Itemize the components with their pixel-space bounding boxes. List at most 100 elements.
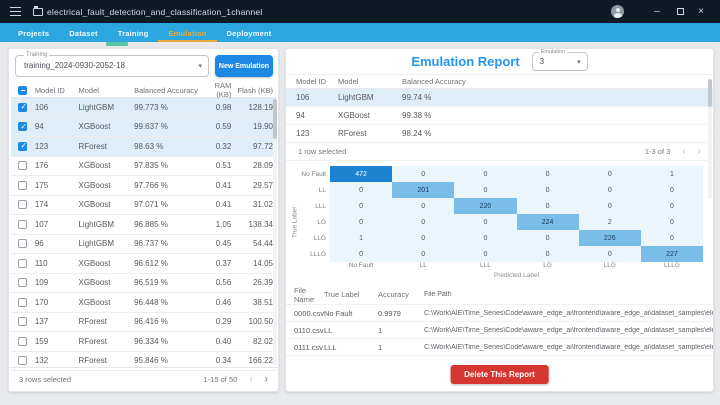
matrix-cell: 0 [392,198,455,214]
window-title: electrical_fault_detection_and_classific… [47,6,263,17]
tabbar: Projects Dataset Training Emulation Depl… [0,23,720,42]
chevron-down-icon: ▾ [577,59,581,66]
table-row[interactable]: 109 XGBoost 96.519 % 0.56 26.39 [11,274,276,293]
row-checkbox[interactable] [18,278,28,288]
table-row[interactable]: 159 RForest 96.334 % 0.40 82.02 [11,332,276,352]
tab-emulation[interactable]: Emulation [158,23,217,42]
training-select-label: Training [24,52,50,58]
header-flash: Flash (KB) [237,85,273,95]
report-table-footer: 1 row selected 1-3 of 3 ‹ › [286,143,713,161]
models-table: Model ID Model Balanced Accuracy RAM (KB… [11,81,276,371]
x-tick-label: No Fault [348,262,374,269]
emulation-select[interactable]: Emulation 3 ▾ [531,49,588,71]
matrix-cell: 1 [640,166,704,182]
matrix-cell: 0 [578,182,641,198]
matrix-cell: 0 [392,246,455,262]
training-select[interactable]: Training training_2024-0930-2052-18 ▾ [15,52,209,77]
emulation-report-panel: Emulation Report Emulation 3 ▾ Model ID … [285,48,714,392]
row-checkbox[interactable] [18,102,28,112]
row-checkbox[interactable] [18,239,28,249]
table-row[interactable]: 107 LightGBM 96.885 % 1.05 138.34 [11,215,276,235]
vertical-scrollbar[interactable] [273,99,277,365]
close-button[interactable]: × [698,6,704,17]
table-row[interactable]: 0000.csv No Fault 0.9979 C:\Work\AIE\Time_S… [286,305,713,322]
tab-projects[interactable]: Projects [18,29,50,38]
row-checkbox[interactable] [18,356,28,366]
matrix-cell: 0 [516,246,579,262]
row-checkbox[interactable] [18,219,28,229]
y-tick-label: LG [317,218,326,226]
table-row[interactable]: 96 LightGBM 96.737 % 0.45 54.44 [11,235,276,254]
minimize-button[interactable]: – [654,6,660,17]
row-checkbox[interactable] [18,180,28,190]
table-row[interactable]: 106 LightGBM 99.74 % [286,89,713,107]
select-all-checkbox[interactable] [18,85,28,95]
emulation-select-value: 3 [539,57,545,66]
maximize-button[interactable] [677,7,684,15]
active-tab-indicator [106,42,128,46]
pagination-range: 1-15 of 50 [203,375,238,384]
table-row[interactable]: 0110.csv LL 1 C:\Work\AIE\Time_Series\Code\… [286,322,713,339]
scrollbar-thumb[interactable] [273,99,277,139]
new-emulation-button[interactable]: New Emulation [215,55,273,77]
matrix-cell: 227 [640,246,704,262]
vertical-scrollbar[interactable] [708,79,712,199]
table-row[interactable]: 0111.csv LLL 1 C:\Work\AIE\Time_Series\Code… [286,339,713,356]
matrix-cell: 0 [454,182,517,198]
y-tick-label: LLLG [310,250,326,258]
tab-deployment[interactable]: Deployment [226,29,272,38]
row-checkbox[interactable] [18,141,28,151]
matrix-cell: 224 [516,214,579,230]
table-row[interactable]: 137 RForest 96.416 % 0.29 100.50 [11,313,276,332]
table-row[interactable]: 123 RForest 98.24 % [286,125,713,143]
chevron-right-icon[interactable]: › [697,145,701,157]
tab-dataset[interactable]: Dataset [69,29,98,38]
row-checkbox[interactable] [18,122,28,132]
header-balanced-accuracy: Balanced Accuracy [134,85,198,95]
chevron-left-icon[interactable]: ‹ [249,373,253,385]
scrollbar-thumb[interactable] [708,79,712,107]
matrix-cell: 0 [578,166,641,182]
row-checkbox[interactable] [18,258,28,268]
matrix-cell: 0 [330,198,393,214]
row-checkbox[interactable] [18,200,28,210]
matrix-cell: 0 [640,230,704,246]
table-row[interactable]: 176 XGBoost 97.835 % 0.51 28.09 [11,157,276,176]
header-ram: RAM (KB) [214,81,232,99]
matrix-cell: 1 [330,230,393,246]
table-row[interactable]: 170 XGBoost 96.448 % 0.46 38.51 [11,293,276,313]
models-table-footer: 3 rows selected 1-15 of 50 ‹ › [9,367,278,391]
table-row[interactable]: 94 XGBoost 99.38 % [286,107,713,125]
row-checkbox[interactable] [18,161,28,171]
matrix-cell: 0 [330,214,393,230]
table-row[interactable]: 175 XGBoost 97.766 % 0.41 29.57 [11,176,276,196]
y-axis-label: True Label [291,207,299,239]
chevron-right-icon[interactable]: › [264,373,268,385]
row-selected-text: 1 row selected [298,147,347,156]
chevron-left-icon[interactable]: ‹ [682,145,686,157]
matrix-cell: 0 [640,214,704,230]
matrix-cell: 0 [640,198,704,214]
matrix-cell: 0 [392,166,455,182]
x-tick-label: LLL [480,262,491,269]
menu-icon[interactable] [10,7,21,16]
header-model-id: Model ID [34,85,65,95]
row-checkbox[interactable] [18,297,28,307]
delete-report-button[interactable]: Delete This Report [450,365,549,384]
tab-training[interactable]: Training [117,29,149,38]
emulation-select-label: Emulation [538,49,568,55]
titlebar: electrical_fault_detection_and_classific… [0,0,720,23]
table-row[interactable]: 174 XGBoost 97.071 % 0.41 31.02 [11,196,276,215]
model-selection-panel: Training training_2024-0930-2052-18 ▾ Ne… [8,48,279,392]
row-checkbox[interactable] [18,317,28,327]
user-avatar-icon[interactable] [611,5,624,18]
row-checkbox[interactable] [18,336,28,346]
table-row[interactable]: 110 XGBoost 96.612 % 0.37 14.05 [11,254,276,274]
matrix-cell: 0 [330,246,393,262]
table-row[interactable]: 132 RForest 95.846 % 0.34 166.22 [11,352,276,371]
matrix-cell: 2 [578,214,641,230]
